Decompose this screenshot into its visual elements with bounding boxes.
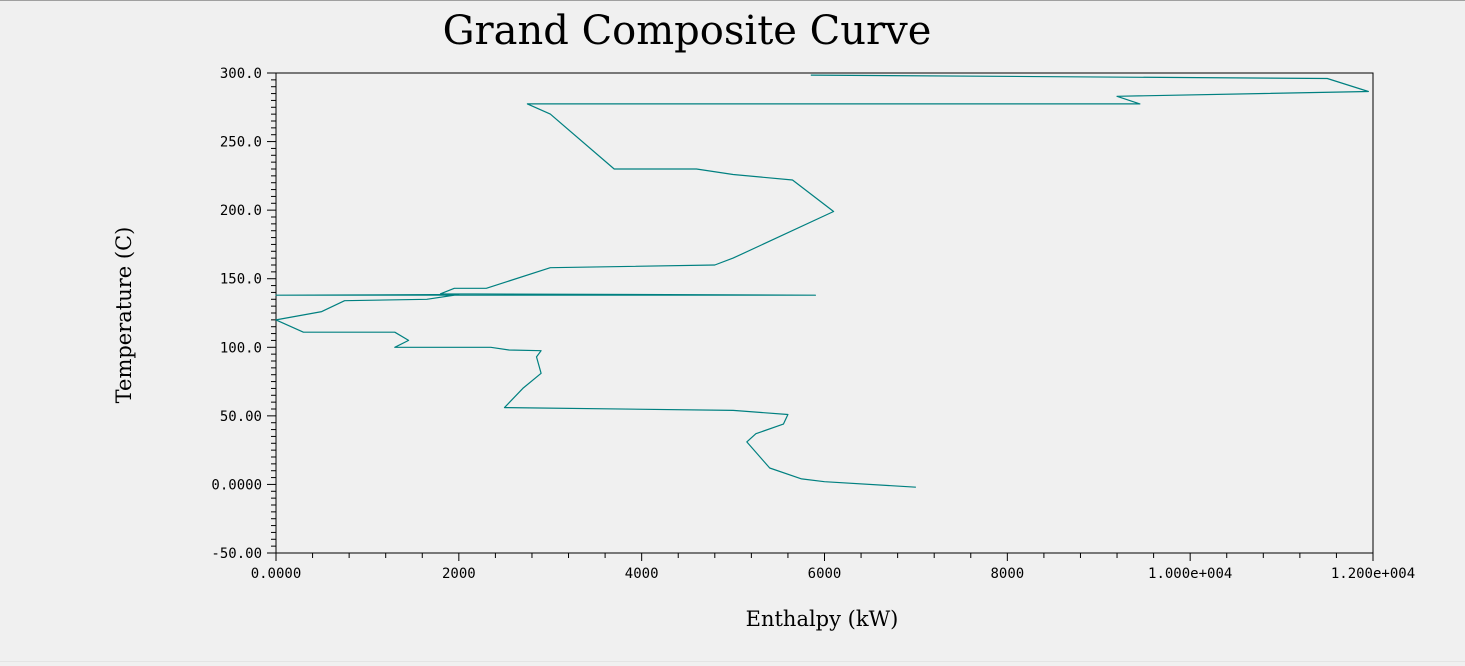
- y-tick-label: 200.0: [220, 203, 262, 219]
- x-tick-label: 2000: [442, 566, 476, 582]
- grand-composite-curve-line: [275, 74, 1370, 488]
- y-tick-label: -50.00: [211, 546, 262, 562]
- y-tick-label: 100.0: [220, 340, 262, 356]
- y-axis-label: Temperature (C): [112, 226, 136, 404]
- x-tick-label: 1.200e+004: [1331, 566, 1415, 582]
- y-tick-label: 150.0: [220, 272, 262, 288]
- y-tick-label: 300.0: [220, 66, 262, 82]
- y-tick-label: 250.0: [220, 135, 262, 151]
- x-tick-label: 8000: [990, 566, 1024, 582]
- frame-bottom-edge: [0, 661, 1465, 662]
- y-axis: 300.0 250.0 200.0 150.0 100.0 50.00 0.0000 -50.…: [211, 66, 276, 562]
- y-tick-label: 50.00: [220, 409, 262, 425]
- plot-area: [275, 72, 1374, 554]
- x-tick-label: 1.000e+004: [1148, 566, 1232, 582]
- x-axis-label: Enthalpy (kW): [745, 607, 899, 631]
- x-axis: 0.0000 2000 4000 6000 8000 1.000e+004 1.200e+0…: [251, 553, 1415, 582]
- series-layer: [275, 74, 1370, 488]
- chart-title: Grand Composite Curve: [442, 8, 932, 54]
- y-tick-label: 0.0000: [211, 477, 262, 493]
- x-tick-label: 6000: [808, 566, 842, 582]
- x-tick-label: 0.0000: [251, 566, 302, 582]
- x-tick-label: 4000: [625, 566, 659, 582]
